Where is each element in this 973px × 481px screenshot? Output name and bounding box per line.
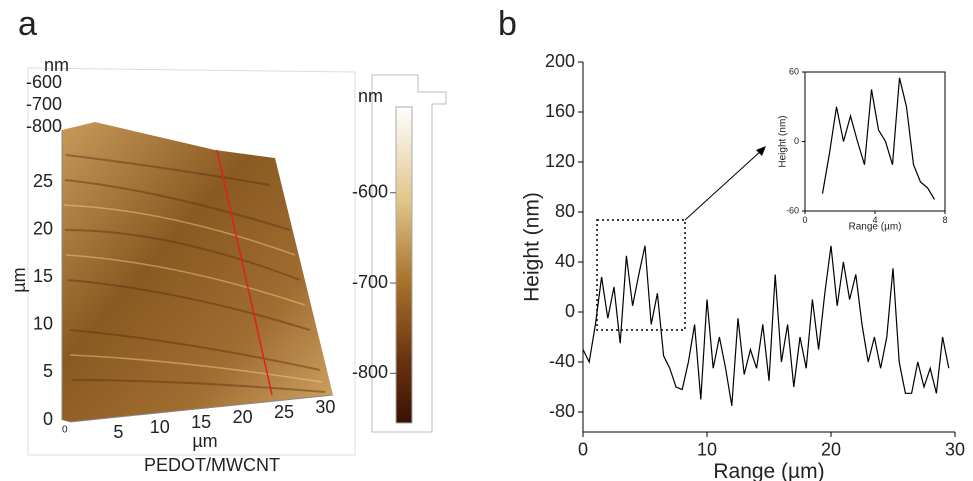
y-tick-label: 40 [555, 251, 575, 271]
axis-line [69, 394, 334, 423]
z-tick-label: -600 [26, 72, 62, 92]
axis-unit: µm [9, 267, 29, 292]
y-tick-label: 80 [555, 201, 575, 221]
y-tick-label: -40 [549, 351, 575, 371]
data-line [582, 245, 950, 406]
x-axis-label: Range (µm) [713, 460, 824, 481]
colorbar-unit: nm [358, 86, 383, 106]
colorbar-tick-label: -700 [352, 272, 388, 292]
x-tick-label: 25 [274, 402, 294, 422]
x-tick-label: 15 [191, 412, 211, 432]
image-frame [27, 67, 356, 456]
x-tick-label: 20 [821, 439, 841, 459]
x-tick-label: 30 [945, 439, 965, 459]
x-tick-label: 10 [697, 439, 717, 459]
zoom-box [596, 219, 686, 331]
surface-highlights [63, 204, 323, 383]
arrow-head [756, 146, 766, 156]
panel-label: b [498, 5, 517, 43]
y-tick-label: 60 [789, 66, 799, 76]
y-tick-label: 20 [33, 218, 53, 238]
x-tick-label: 10 [150, 417, 170, 437]
x-tick-label: 30 [315, 397, 335, 417]
y-tick-label: 120 [545, 151, 575, 171]
y-axis-label: Height (nm) [778, 115, 789, 167]
colorbar [395, 106, 413, 424]
x-tick-label: 0 [578, 439, 588, 459]
y-tick-label: 10 [33, 314, 53, 334]
axis-unit: µm [192, 431, 217, 451]
y-tick-label: 25 [33, 171, 53, 191]
y-tick-label: -80 [549, 401, 575, 421]
x-tick-label: 8 [942, 215, 947, 225]
x-tick-label: 5 [113, 422, 123, 442]
profile-line [216, 149, 273, 396]
origin-sub: 0 [62, 425, 68, 436]
y-tick-label: 200 [545, 51, 575, 71]
x-tick-label: 0 [802, 215, 807, 225]
colorbar-tick-label: -600 [352, 182, 388, 202]
y-tick-label: 0 [794, 136, 799, 146]
y-tick-label: 0 [43, 409, 53, 429]
y-tick-label: 0 [565, 301, 575, 321]
y-axis-label: Height (nm) [521, 192, 544, 302]
y-tick-label: -60 [786, 205, 799, 215]
colorbar-tick-label: -800 [352, 362, 388, 382]
x-tick-label: 4 [872, 215, 877, 225]
caption: PEDOT/MWCNT [144, 455, 280, 475]
x-tick-label: 20 [233, 407, 253, 427]
axis-unit: nm [44, 55, 69, 75]
zoom-arrow [684, 149, 763, 221]
y-tick-label: 160 [545, 101, 575, 121]
afm-surface [62, 122, 333, 422]
y-tick-label: 5 [43, 361, 53, 381]
y-tick-label: 15 [33, 266, 53, 286]
z-tick-label: -700 [26, 94, 62, 114]
colorbar-frame [371, 74, 447, 433]
x-axis-label: Range (µm) [849, 222, 902, 233]
plot-frame [804, 71, 946, 212]
surface-streaks [64, 154, 326, 393]
panel-label: a [18, 5, 37, 43]
data-line [821, 77, 936, 200]
z-tick-label: -800 [26, 116, 62, 136]
